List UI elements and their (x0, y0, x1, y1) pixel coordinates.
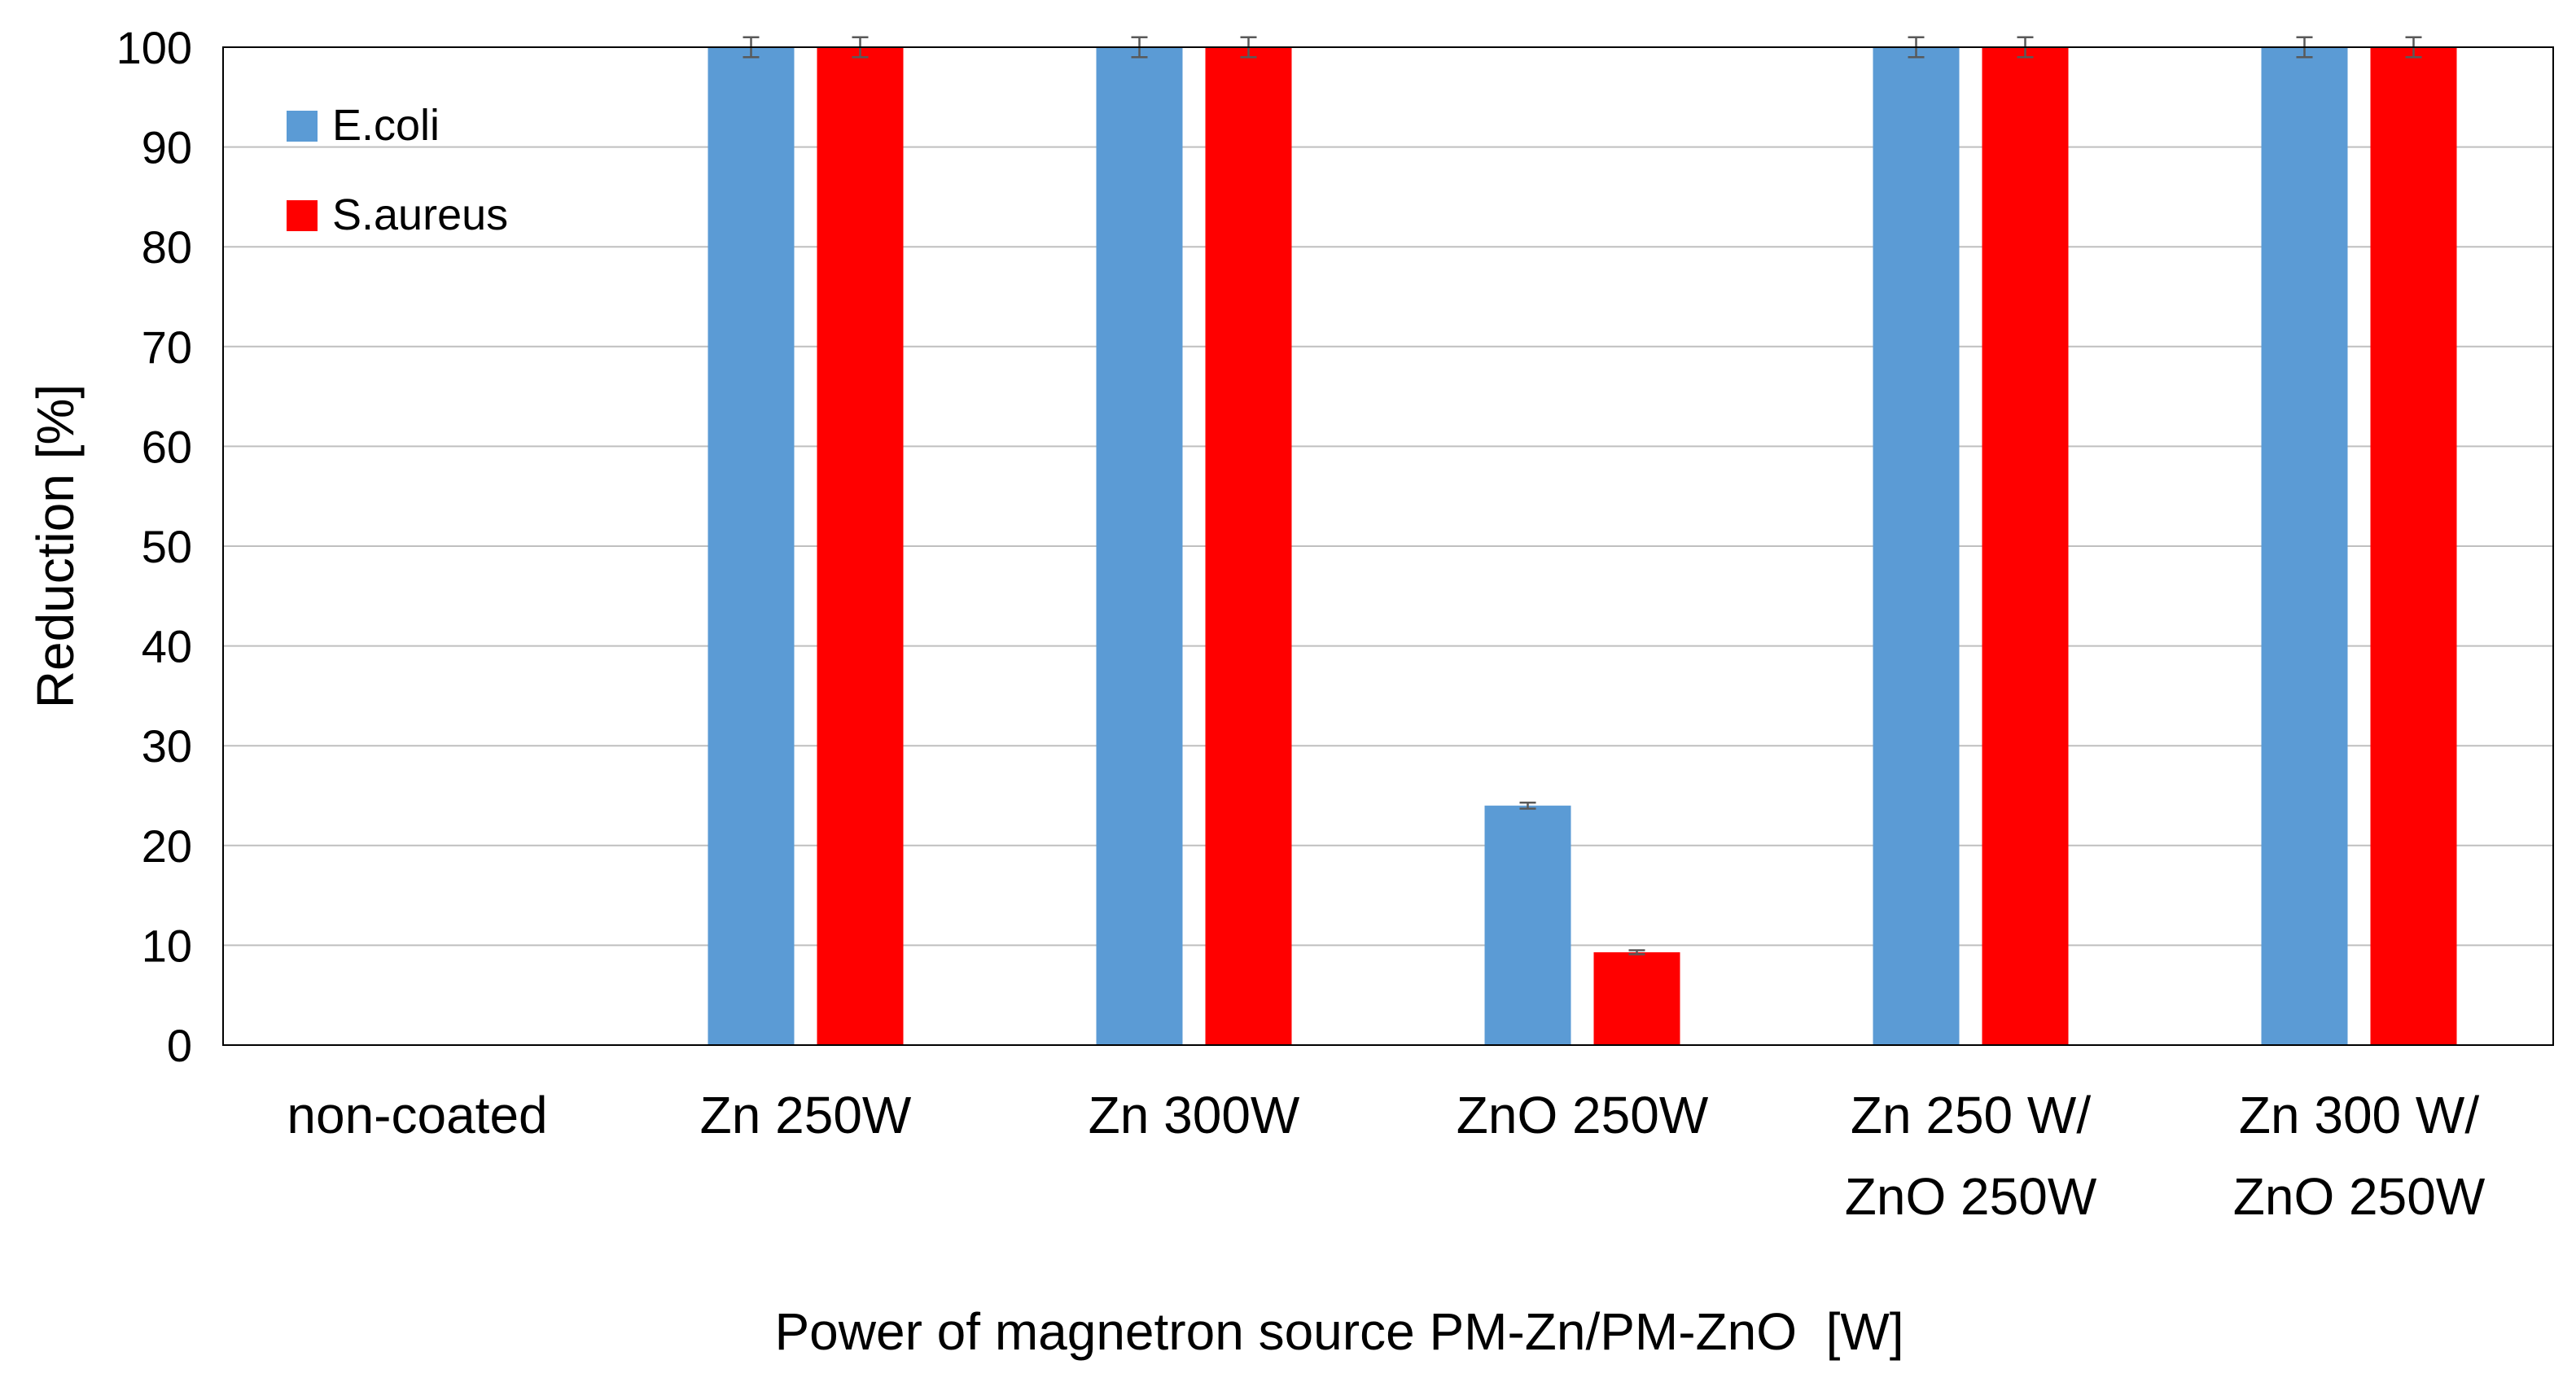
y-axis-title: Reduction [%] (26, 384, 85, 708)
x-tick-label: Zn 250 W/ZnO 250W (1845, 1086, 2097, 1226)
x-axis-title: Power of magnetron source PM-Zn/PM-ZnO [… (774, 1302, 1904, 1361)
bar-s-aureus (817, 47, 904, 1045)
y-tick-label: 10 (142, 920, 192, 971)
plot-area-frame (222, 46, 2554, 1046)
bar-s-aureus (2370, 47, 2457, 1045)
y-tick-label: 80 (142, 221, 192, 273)
bar-e-coli (1484, 805, 1571, 1045)
legend-label: E.coli (332, 101, 440, 150)
x-tick-label: ZnO 250W (1457, 1086, 1709, 1144)
bar-e-coli (1873, 47, 1960, 1045)
bar-s-aureus (1982, 47, 2069, 1045)
bar-e-coli (1096, 47, 1183, 1045)
y-tick-label: 0 (167, 1020, 192, 1071)
legend-label: S.aureus (332, 190, 508, 239)
y-tick-label: 70 (142, 322, 192, 373)
bar-e-coli (708, 47, 795, 1045)
y-tick-label: 100 (116, 22, 192, 73)
y-tick-label: 60 (142, 421, 192, 472)
x-tick-label: Zn 300 W/ZnO 250W (2233, 1086, 2486, 1226)
y-tick-label: 90 (142, 122, 192, 173)
y-tick-label: 30 (142, 720, 192, 772)
bar-s-aureus (1205, 47, 1292, 1045)
legend-swatch (287, 111, 318, 142)
bar-s-aureus (1593, 951, 1680, 1045)
x-tick-label: Zn 300W (1089, 1086, 1300, 1144)
x-tick-label: Zn 250W (700, 1086, 912, 1144)
x-tick-label: non-coated (287, 1086, 547, 1144)
y-tick-label: 20 (142, 820, 192, 872)
y-tick-label: 50 (142, 521, 192, 572)
y-tick-label: 40 (142, 621, 192, 672)
legend-swatch (287, 200, 318, 231)
bar-e-coli (2261, 47, 2348, 1045)
